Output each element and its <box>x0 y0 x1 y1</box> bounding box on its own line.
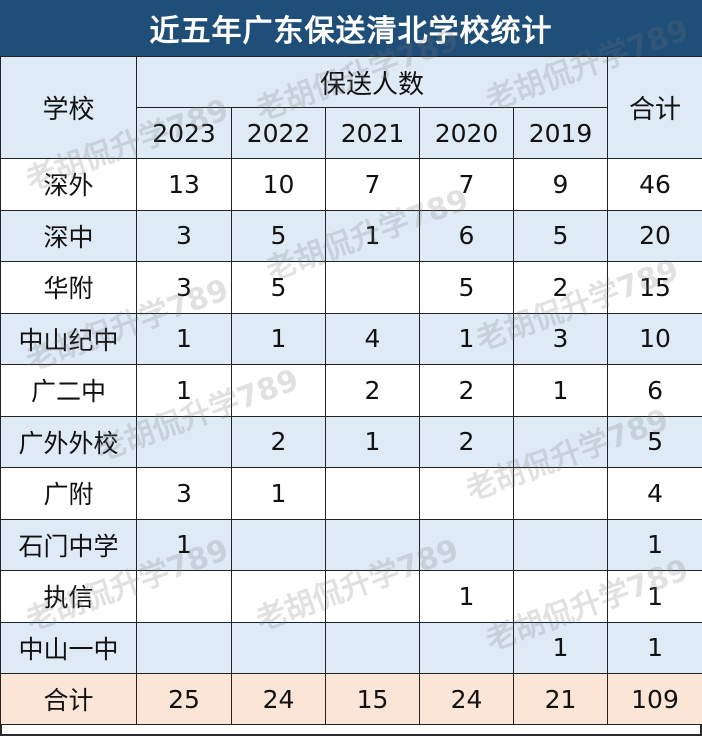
count-cell <box>325 621 420 674</box>
count-cell: 2 <box>231 415 326 468</box>
count-cell: 13 <box>136 158 232 211</box>
year-header: 2020 <box>419 107 514 159</box>
school-name-cell: 深外 <box>0 158 137 211</box>
count-cell: 1 <box>325 415 420 468</box>
row-total-cell: 20 <box>607 209 702 262</box>
title-text: 近五年广东保送清北学校统计 <box>149 14 553 49</box>
count-cell: 5 <box>419 261 514 314</box>
school-name-cell: 中山一中 <box>0 621 137 674</box>
count-cell <box>512 467 609 520</box>
row-total-cell: 1 <box>607 621 702 674</box>
total-count-cell: 25 <box>136 673 232 725</box>
count-cell <box>136 415 232 468</box>
total-count-cell: 15 <box>325 673 420 725</box>
count-cell <box>419 621 514 674</box>
year-header: 2021 <box>325 107 420 159</box>
table-row: 广附 3 1 4 <box>0 467 702 520</box>
total-header: 合计 <box>607 56 702 159</box>
count-cell: 3 <box>512 312 609 365</box>
total-count-cell: 21 <box>512 673 609 725</box>
count-cell <box>231 570 326 623</box>
year-header: 2023 <box>136 107 232 159</box>
table-row: 广二中 1 2 2 1 6 <box>0 364 702 417</box>
row-total-cell: 1 <box>607 518 702 571</box>
total-count-cell: 24 <box>419 673 514 725</box>
stats-table: 学校 保送人数 合计 2023 2022 2021 2020 2019 深外 13… <box>0 56 702 725</box>
count-cell: 1 <box>231 312 326 365</box>
table-row: 中山一中 1 1 <box>0 621 702 674</box>
year-header: 2022 <box>231 107 326 159</box>
grand-total-cell: 109 <box>607 673 702 725</box>
count-cell: 1 <box>136 364 232 417</box>
row-total-cell: 10 <box>607 312 702 365</box>
count-cell: 5 <box>231 261 326 314</box>
count-cell: 2 <box>419 364 514 417</box>
count-cell <box>136 570 232 623</box>
count-cell <box>325 467 420 520</box>
count-cell: 1 <box>136 518 232 571</box>
school-name-cell: 广附 <box>0 467 137 520</box>
count-cell: 1 <box>136 312 232 365</box>
count-cell: 1 <box>419 570 514 623</box>
count-cell <box>231 518 326 571</box>
count-cell: 3 <box>136 467 232 520</box>
count-cell <box>512 518 609 571</box>
school-name-cell: 石门中学 <box>0 518 137 571</box>
school-name-cell: 执信 <box>0 570 137 623</box>
count-cell <box>512 570 609 623</box>
total-count-cell: 24 <box>231 673 326 725</box>
year-header: 2019 <box>512 107 609 159</box>
group-header: 保送人数 <box>135 56 609 108</box>
table-row: 深中 3 5 1 6 5 20 <box>0 209 702 262</box>
school-name-cell: 华附 <box>0 261 137 314</box>
table-row: 执信 1 1 <box>0 570 702 623</box>
count-cell: 1 <box>512 621 609 674</box>
school-name-cell: 广外外校 <box>0 415 137 468</box>
count-cell: 4 <box>325 312 420 365</box>
row-total-cell: 5 <box>607 415 702 468</box>
count-cell: 5 <box>512 209 609 262</box>
count-cell: 6 <box>419 209 514 262</box>
count-cell <box>419 467 514 520</box>
school-header: 学校 <box>0 56 137 159</box>
count-cell: 1 <box>419 312 514 365</box>
table-row: 深外 13 10 7 7 9 46 <box>0 158 702 211</box>
count-cell: 3 <box>136 209 232 262</box>
table-row: 中山纪中 1 1 4 1 3 10 <box>0 312 702 365</box>
count-cell <box>325 570 420 623</box>
table-row: 广外外校 2 1 2 5 <box>0 415 702 468</box>
count-cell <box>325 518 420 571</box>
count-cell: 2 <box>325 364 420 417</box>
totals-label-cell: 合计 <box>0 673 137 725</box>
table-row: 石门中学 1 1 <box>0 518 702 571</box>
row-total-cell: 1 <box>607 570 702 623</box>
count-cell: 7 <box>325 158 420 211</box>
count-cell: 2 <box>419 415 514 468</box>
school-name-cell: 深中 <box>0 209 137 262</box>
totals-row: 合计 25 24 15 24 21 109 <box>0 673 702 725</box>
count-cell <box>419 518 514 571</box>
row-total-cell: 4 <box>607 467 702 520</box>
count-cell <box>136 621 232 674</box>
count-cell: 10 <box>231 158 326 211</box>
count-cell: 7 <box>419 158 514 211</box>
row-total-cell: 15 <box>607 261 702 314</box>
count-cell: 1 <box>325 209 420 262</box>
count-cell: 2 <box>512 261 609 314</box>
count-cell: 9 <box>512 158 609 211</box>
count-cell <box>231 364 326 417</box>
count-cell: 5 <box>231 209 326 262</box>
page-title: 近五年广东保送清北学校统计 <box>0 0 702 56</box>
count-cell: 3 <box>136 261 232 314</box>
row-total-cell: 46 <box>607 158 702 211</box>
school-name-cell: 中山纪中 <box>0 312 137 365</box>
count-cell: 1 <box>231 467 326 520</box>
row-total-cell: 6 <box>607 364 702 417</box>
count-cell <box>325 261 420 314</box>
count-cell <box>231 621 326 674</box>
table-row: 华附 3 5 5 2 15 <box>0 261 702 314</box>
count-cell <box>512 415 609 468</box>
school-name-cell: 广二中 <box>0 364 137 417</box>
count-cell: 1 <box>512 364 609 417</box>
